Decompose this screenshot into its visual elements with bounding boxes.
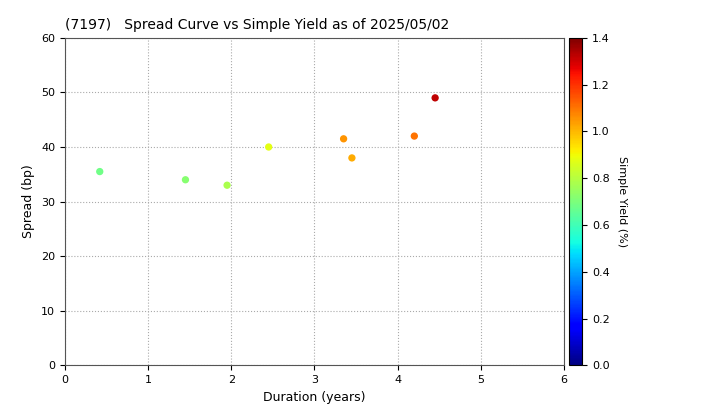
Point [408,133,420,139]
Point [346,155,358,161]
Y-axis label: Simple Yield (%): Simple Yield (%) [616,156,626,247]
Y-axis label: Spread (bp): Spread (bp) [22,165,35,239]
Point [338,135,349,142]
Point [429,94,441,101]
Point [221,182,233,189]
Point [94,168,106,175]
X-axis label: Duration (years): Duration (years) [264,391,366,404]
Point [180,176,192,183]
Point [263,144,274,150]
Text: (7197)   Spread Curve vs Simple Yield as of 2025/05/02: (7197) Spread Curve vs Simple Yield as o… [65,18,449,32]
